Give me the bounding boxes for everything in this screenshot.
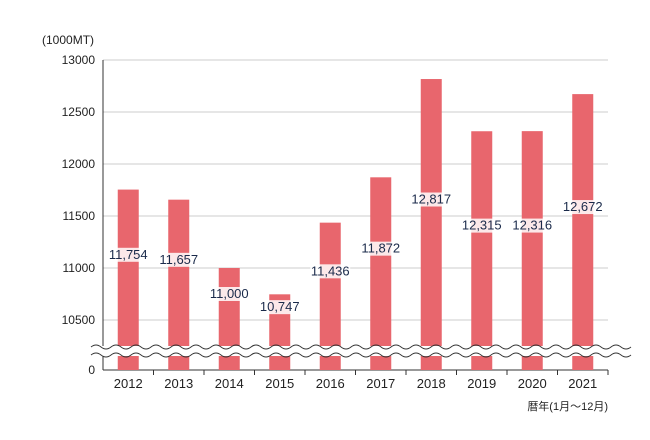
y-tick-label: 13000 <box>62 53 96 67</box>
data-label-2013: 11,657 <box>159 252 198 267</box>
y-tick-label: 12000 <box>62 157 96 171</box>
data-label-2017: 11,872 <box>361 241 400 256</box>
y-tick-label: 0 <box>88 363 95 377</box>
data-label-bg <box>209 287 250 301</box>
bar-2018 <box>420 79 442 371</box>
data-label-2012: 11,754 <box>109 247 148 262</box>
data-label-2018: 12,817 <box>411 192 451 207</box>
axis-break <box>90 344 632 358</box>
data-label-2015: 10,747 <box>260 299 300 314</box>
x-tick-label: 2019 <box>467 376 496 391</box>
data-label-bg <box>461 218 502 233</box>
x-tick-label: 2013 <box>164 376 193 391</box>
data-label-bg <box>310 264 351 279</box>
data-label-bg <box>108 247 149 262</box>
x-tick-label: 2018 <box>417 376 446 391</box>
data-label-bg <box>411 192 452 207</box>
y-tick-label: 10500 <box>62 313 96 327</box>
x-tick-label: 2021 <box>568 376 597 391</box>
axis-break-band <box>91 346 612 356</box>
data-label-bg <box>512 218 553 233</box>
data-labels: 11,754 11,657 11,000 10,747 11,436 11,872 12,8… <box>108 192 603 315</box>
data-label-2019: 12,315 <box>462 218 502 233</box>
y-tick-label: 11500 <box>63 209 96 223</box>
x-tick-label: 2016 <box>316 376 345 391</box>
bar-2021 <box>572 94 594 370</box>
data-label-bg <box>158 252 199 267</box>
y-tick-label: 11000 <box>63 261 96 275</box>
x-tick-label: 2012 <box>114 376 143 391</box>
bar-2013 <box>168 199 190 370</box>
bar-2020 <box>521 131 543 370</box>
bar-2016 <box>319 222 341 370</box>
y-unit-label: (1000MT) <box>42 33 94 47</box>
data-label-2014: 11,000 <box>210 286 249 301</box>
data-label-bg <box>259 300 300 315</box>
data-label-bg <box>360 241 401 256</box>
x-tick-label: 2015 <box>265 376 294 391</box>
data-label-2016: 11,436 <box>311 263 350 278</box>
bar-2012 <box>117 189 139 370</box>
data-label-2021: 12,672 <box>563 199 603 214</box>
bar-2017 <box>370 177 392 370</box>
x-axis-label: 暦年(1月〜12月) <box>527 399 608 413</box>
axis-break-wave <box>90 344 632 350</box>
x-axis-ticks: 2012 2013 2014 2015 2016 2017 2018 2019 2020 2021 <box>114 370 609 391</box>
y-axis-ticks: 0 10500 11000 11500 12000 12500 13000 <box>62 53 96 377</box>
x-tick-label: 2014 <box>215 376 244 391</box>
data-label-bg <box>562 200 603 215</box>
x-tick-label: 2017 <box>366 376 395 391</box>
data-label-2020: 12,316 <box>512 218 552 233</box>
bar-2019 <box>471 131 493 370</box>
y-tick-label: 12500 <box>62 105 96 119</box>
x-tick-label: 2020 <box>518 376 547 391</box>
axis-break-wave <box>90 352 632 358</box>
